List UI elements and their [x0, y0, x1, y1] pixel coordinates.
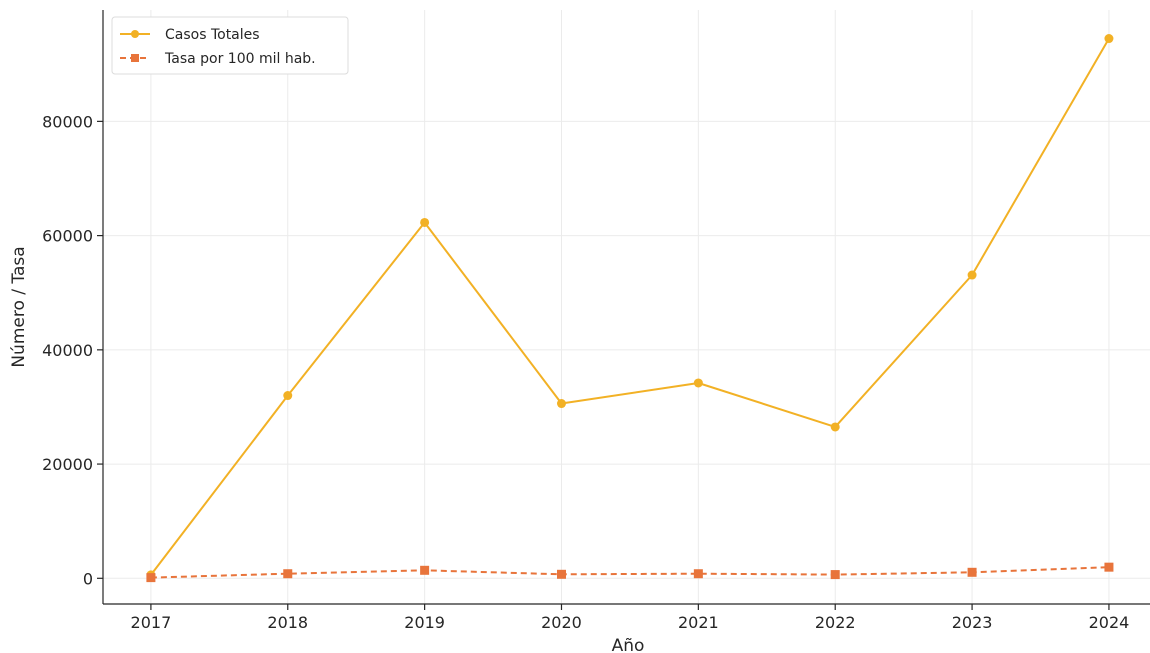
data-point-circle	[693, 378, 703, 388]
series-line-0	[150, 38, 1110, 576]
y-tick-label: 40000	[42, 341, 93, 360]
x-tick-label: 2019	[404, 613, 445, 632]
data-point-square	[556, 569, 566, 579]
x-tick-label: 2024	[1089, 613, 1130, 632]
data-point-circle	[420, 217, 430, 227]
data-point-square	[967, 567, 977, 577]
x-tick-label: 2020	[541, 613, 582, 632]
data-point-square	[693, 569, 703, 579]
data-point-circle	[556, 399, 566, 409]
series-layer	[146, 34, 1114, 583]
legend-label-tasa: Tasa por 100 mil hab.	[164, 51, 316, 67]
x-tick-label: 2022	[815, 613, 856, 632]
data-point-square	[1104, 562, 1114, 572]
legend-label-casos: Casos Totales	[165, 27, 260, 43]
data-point-square	[283, 569, 293, 579]
axes	[102, 10, 1150, 605]
y-tick-label: 60000	[42, 227, 93, 246]
data-point-square	[146, 573, 156, 583]
x-tick-label: 2017	[131, 613, 172, 632]
data-point-circle	[1104, 34, 1114, 44]
y-axis-label: Número / Tasa	[9, 246, 29, 367]
x-tick-label: 2023	[952, 613, 993, 632]
legend-box	[111, 16, 349, 75]
data-point-square	[830, 570, 840, 580]
data-point-circle	[283, 391, 293, 401]
y-tick-label: 0	[83, 569, 93, 588]
x-axis-label: Año	[612, 636, 645, 653]
data-point-circle	[967, 270, 977, 280]
series-line-1	[150, 566, 1109, 579]
x-tick-label: 2021	[678, 613, 719, 632]
legend: Casos Totales Tasa por 100 mil hab.	[111, 16, 349, 75]
grid	[103, 10, 1150, 604]
ticks: 2017 2018 2019 2020 2021 2022 2023 2024 0 20000 40…	[42, 112, 1129, 632]
y-tick-label: 20000	[42, 455, 93, 474]
data-point-square	[420, 565, 430, 575]
y-tick-label: 80000	[42, 112, 93, 131]
legend-marker-tasa	[131, 54, 139, 62]
data-point-circle	[830, 422, 840, 432]
legend-marker-casos	[131, 30, 139, 38]
x-tick-label: 2018	[267, 613, 308, 632]
